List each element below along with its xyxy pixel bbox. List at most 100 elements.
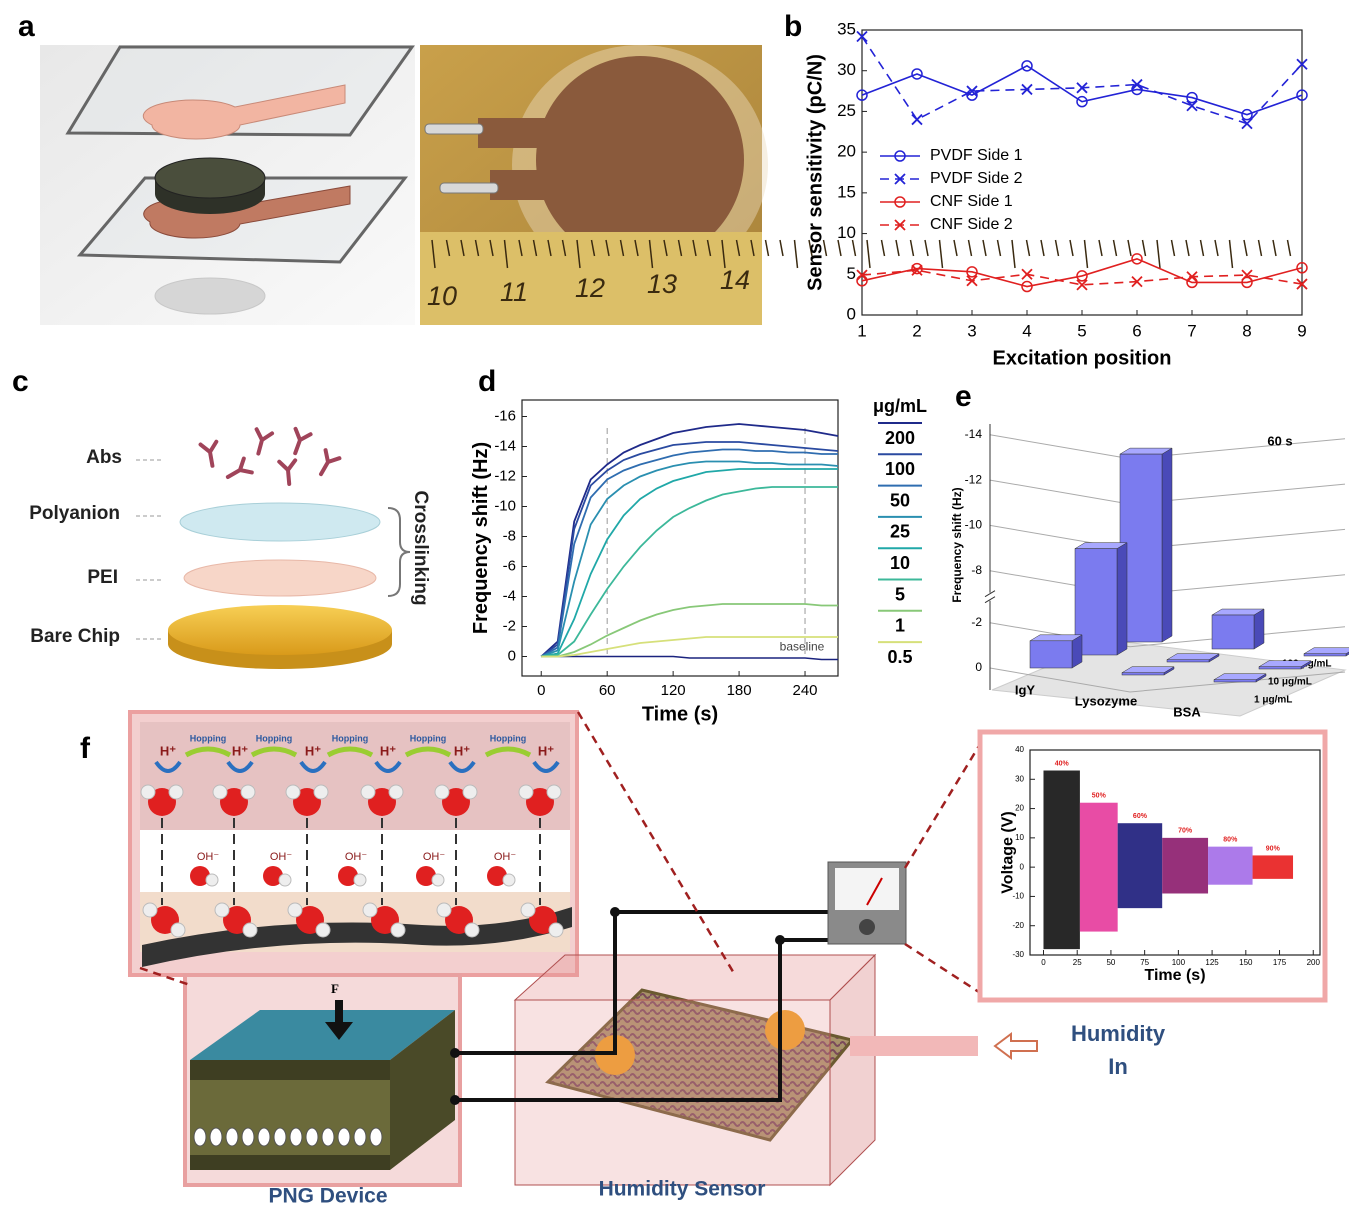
marker [1076, 82, 1088, 94]
marker [911, 262, 923, 275]
disc-top [154, 157, 266, 199]
plot-frame [521, 399, 839, 677]
x-axis-label: Excitation position [993, 347, 1172, 369]
ruler-tick [793, 239, 799, 269]
ruler-tick [909, 239, 915, 257]
device-side [390, 1010, 455, 1170]
ruler-tick [692, 239, 697, 257]
marker [1241, 118, 1253, 130]
bar [1166, 653, 1220, 663]
ruler-tick [1199, 239, 1205, 257]
legend-label: PVDF Side 1 [930, 147, 1023, 164]
electrode [765, 1010, 805, 1050]
wire [455, 938, 832, 1102]
ruler-tick [880, 239, 886, 257]
x-tick-label: 3 [967, 321, 976, 340]
bar [1303, 647, 1349, 657]
marker [911, 264, 923, 276]
bar-front [1029, 640, 1073, 669]
hydrogen [212, 784, 228, 800]
marker [1296, 89, 1308, 101]
ruler-tick [634, 239, 639, 257]
hop-arrow [404, 746, 452, 758]
ruler-tick [561, 239, 567, 257]
x-tick-label: 50 [1106, 958, 1115, 967]
baseline-label: baseline [780, 640, 825, 654]
series-line [540, 441, 839, 658]
ruler-tick [837, 239, 842, 257]
hydrogen [140, 784, 156, 800]
marker [1186, 91, 1198, 104]
x-tick-label: 175 [1273, 958, 1287, 967]
hydrogen [518, 784, 534, 800]
hydrogen [390, 922, 406, 938]
marker [1241, 108, 1253, 121]
force-label: F [331, 981, 339, 996]
x-tick-label: 100 [1172, 958, 1186, 967]
ruler-tick [996, 239, 1002, 257]
hydrogen [214, 902, 230, 918]
x-tick-label: 9 [1297, 321, 1306, 340]
proton-label: H⁺ [454, 743, 470, 758]
marker [894, 219, 906, 231]
signal-envelope [1252, 855, 1294, 879]
zoom-line [576, 711, 737, 976]
antibody [277, 458, 298, 486]
charge [193, 1127, 207, 1147]
ruler-tick [1214, 239, 1219, 257]
hydrogen [546, 784, 562, 800]
panel-label: d [478, 365, 496, 398]
charge [257, 1127, 271, 1147]
mechanism-diagram [128, 710, 579, 977]
legend-label: 50 [890, 490, 910, 510]
ruler-tick [1156, 239, 1161, 269]
hydrogen [520, 902, 536, 918]
hydrogen [287, 902, 303, 918]
panel-label: b [784, 10, 802, 43]
hydrogen [205, 873, 219, 887]
bar [1121, 666, 1175, 676]
ruler-tick [677, 239, 683, 257]
layer-label: PEI [87, 567, 118, 588]
marker [911, 113, 923, 126]
x-tick-label: 4 [1022, 321, 1031, 340]
oxygen [263, 866, 283, 886]
charge [225, 1127, 239, 1147]
marker [1131, 253, 1143, 265]
marker [1021, 60, 1033, 72]
x-tick-label: 25 [1073, 958, 1082, 967]
ruler-tick [764, 239, 770, 257]
bar-front [1121, 672, 1165, 676]
series-line [540, 460, 839, 658]
marker [1186, 100, 1198, 112]
ruler-number: 12 [575, 273, 605, 303]
hydrogen [168, 784, 184, 800]
grid-line [989, 667, 1346, 693]
ruler-tick [1127, 239, 1132, 257]
x-tick-label: Lysozyme [1075, 693, 1137, 708]
x-tick-label: IgY [1015, 682, 1036, 697]
x-axis-label: Time (s) [642, 703, 718, 725]
x-tick-label: 0 [1041, 958, 1046, 967]
hydrogen [462, 784, 478, 800]
png-device [183, 973, 462, 1187]
upper-electrode [142, 84, 346, 140]
y-axis-label: Frequency shift (Hz) [950, 487, 964, 602]
ruler-tick [895, 239, 900, 257]
bar-side [1161, 447, 1173, 643]
ruler-tick [1025, 239, 1031, 257]
bar [1211, 608, 1265, 650]
series-line [861, 257, 1303, 288]
hydroxide-label: OH⁻ [270, 851, 293, 863]
ruler-tick [1257, 239, 1263, 257]
charge [289, 1127, 303, 1147]
humidity-label: 80% [1223, 836, 1238, 843]
ruler-tick [1141, 239, 1147, 257]
marker [894, 150, 906, 162]
panel-label: f [80, 732, 91, 765]
ruler-tick [663, 239, 668, 257]
x-tick-label: 60 [599, 682, 616, 699]
hop-arrow [326, 746, 374, 758]
zoom-line [904, 942, 986, 998]
ruler-number: 14 [720, 265, 750, 295]
